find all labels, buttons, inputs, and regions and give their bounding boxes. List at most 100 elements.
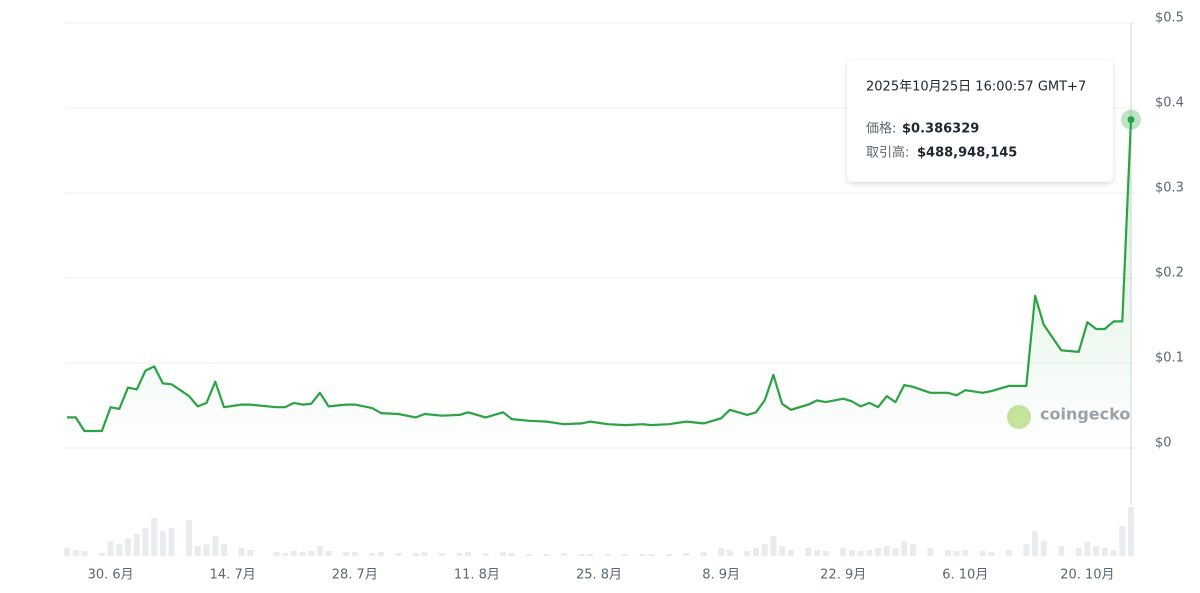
x-tick-label: 22. 9月 bbox=[820, 568, 866, 583]
volume-bar bbox=[412, 552, 419, 556]
tooltip-volume: $488,948,145 bbox=[917, 146, 1017, 161]
volume-bar bbox=[883, 545, 890, 556]
volume-bar bbox=[212, 535, 219, 556]
volume-bar bbox=[962, 549, 969, 556]
volume-bar bbox=[526, 553, 533, 556]
volume-bar bbox=[273, 551, 280, 556]
volume-bar bbox=[133, 533, 140, 556]
volume-bar bbox=[979, 550, 986, 556]
volume-bar bbox=[1101, 547, 1108, 556]
volume-bar bbox=[892, 547, 899, 556]
volume-bar bbox=[561, 552, 568, 556]
watermark-text: coingecko bbox=[1040, 405, 1130, 424]
volume-bar bbox=[875, 547, 882, 556]
volume-bar bbox=[116, 543, 123, 556]
volume-bar bbox=[299, 551, 306, 556]
volume-bar bbox=[186, 519, 193, 556]
volume-bar bbox=[395, 552, 402, 556]
volume-bar bbox=[308, 550, 315, 556]
tooltip-volume-label: 取引高: bbox=[866, 145, 909, 161]
y-tick-label: $0.3 bbox=[1155, 181, 1184, 196]
volume-bar bbox=[578, 553, 585, 556]
volume-bar bbox=[1093, 545, 1100, 556]
volume-bar bbox=[787, 549, 794, 556]
volume-bar bbox=[726, 549, 733, 556]
volume-bar bbox=[901, 540, 908, 556]
volume-bar bbox=[351, 551, 358, 556]
volume-bar bbox=[465, 551, 472, 556]
volume-bar bbox=[159, 530, 166, 556]
volume-bar bbox=[1058, 545, 1065, 556]
volume-bar bbox=[779, 545, 786, 556]
x-tick-label: 8. 9月 bbox=[702, 568, 740, 583]
volume-bar bbox=[377, 551, 384, 556]
volume-bar bbox=[683, 552, 690, 556]
volume-bar bbox=[1032, 530, 1039, 556]
volume-bar bbox=[1023, 543, 1030, 556]
volume-bar bbox=[840, 547, 847, 556]
watermark: coingecko bbox=[1007, 405, 1130, 429]
volume-bar bbox=[168, 527, 175, 556]
volume-bar bbox=[456, 552, 463, 556]
tooltip-price-label: 価格: bbox=[866, 121, 896, 137]
volume-bar bbox=[604, 553, 611, 556]
volume-bar bbox=[81, 550, 88, 556]
volume-bar bbox=[770, 535, 777, 556]
tooltip-price: $0.386329 bbox=[902, 122, 979, 137]
volume-bar bbox=[151, 517, 158, 556]
volume-bar bbox=[1084, 541, 1091, 556]
volume-bar bbox=[944, 549, 951, 556]
volume-bar bbox=[543, 553, 550, 556]
tooltip-time: 2025年10月25日 16:00:57 GMT+7 bbox=[866, 80, 1086, 95]
volume-bar bbox=[744, 550, 751, 556]
volume-bar bbox=[72, 549, 79, 556]
y-tick-label: $0.1 bbox=[1155, 351, 1184, 366]
volume-bar bbox=[988, 551, 995, 556]
volume-bar bbox=[639, 553, 646, 556]
price-line bbox=[67, 119, 1133, 433]
volume-bar bbox=[64, 547, 70, 556]
volume-bar bbox=[1075, 547, 1082, 556]
volume-bar bbox=[1119, 525, 1126, 556]
volume-bar bbox=[1128, 507, 1134, 556]
volume-bar bbox=[508, 552, 515, 556]
volume-bar bbox=[316, 545, 323, 556]
volume-bar bbox=[369, 552, 376, 556]
volume-bar bbox=[194, 545, 201, 556]
volume-bar bbox=[761, 543, 768, 556]
volume-bar bbox=[98, 552, 105, 556]
volume-bar bbox=[866, 549, 873, 556]
volume-bar bbox=[622, 553, 629, 556]
x-tick-label: 30. 6月 bbox=[88, 568, 134, 583]
volume-bar bbox=[1110, 549, 1117, 556]
volume-bar bbox=[220, 543, 227, 556]
volume-bar bbox=[1005, 549, 1012, 556]
volume-bar bbox=[421, 551, 428, 556]
x-tick-label: 11. 8月 bbox=[454, 568, 500, 583]
volume-bar bbox=[857, 550, 864, 556]
volume-bar bbox=[203, 543, 210, 556]
x-tick-label: 25. 8月 bbox=[576, 568, 622, 583]
y-tick-label: $0.5 bbox=[1155, 11, 1184, 26]
volume-bar bbox=[927, 547, 934, 556]
volume-bar bbox=[718, 547, 725, 556]
volume-bar bbox=[439, 552, 446, 556]
volume-bar bbox=[247, 549, 254, 556]
volume-bar bbox=[482, 552, 489, 556]
volume-bar bbox=[752, 547, 759, 556]
volume-bar bbox=[500, 551, 507, 556]
volume-bar bbox=[648, 553, 655, 556]
volume-bar bbox=[848, 549, 855, 556]
volume-bar bbox=[822, 550, 829, 556]
volume-bar bbox=[290, 550, 297, 556]
y-tick-label: $0 bbox=[1155, 436, 1172, 451]
volume-bar bbox=[814, 549, 821, 556]
volume-bar bbox=[343, 551, 350, 556]
volume-bar bbox=[665, 553, 672, 556]
volume-bar bbox=[1040, 540, 1047, 556]
x-tick-label: 20. 10月 bbox=[1060, 568, 1114, 583]
volume-bar bbox=[325, 550, 332, 556]
x-tick-label: 6. 10月 bbox=[942, 568, 988, 583]
volume-bar bbox=[700, 551, 707, 556]
